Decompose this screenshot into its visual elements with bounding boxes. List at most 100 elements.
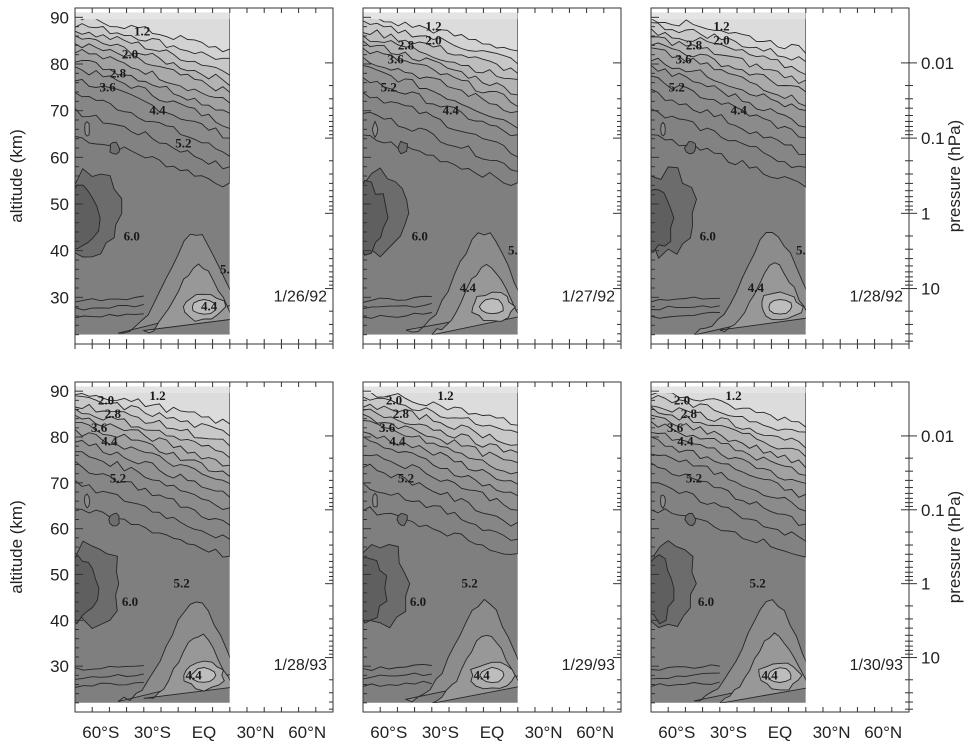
contour-label: 5.2: [174, 576, 190, 591]
panel-1-data: 1.2 2.0 2.83.6 4.4 5.2 6.0 5.2 4.4: [75, 12, 236, 335]
contour-label: 4.4: [186, 667, 203, 682]
contour-band: [651, 386, 806, 393]
p-tick-label: 1: [921, 204, 930, 223]
x-tick-label: 30°N: [525, 723, 563, 742]
panel-2-data: 1.22.0 2.83.6 5.2 4.4 6.0 5.2 4.4: [363, 12, 524, 335]
contour-label: 4.4: [731, 103, 748, 118]
contour-line: [651, 672, 720, 680]
panel-5-data: 2.0 1.22.83.64.45.26.05.24.4: [363, 386, 518, 703]
contour-feature: [83, 493, 91, 509]
panel-6: 2.0 1.22.83.64.45.26.05.24.460°S 30°S EQ 30°…: [650, 381, 954, 742]
contour-label: 3.6: [100, 79, 117, 94]
panel-6-data: 2.0 1.22.83.64.45.26.05.24.4: [651, 386, 806, 703]
contour-min: [191, 299, 216, 315]
contour-label: 3.6: [388, 51, 405, 66]
contour-min: [767, 667, 792, 683]
contour-line: [363, 312, 432, 319]
x-tick-label: EQ: [192, 723, 217, 742]
p-tick-label: 0.1: [921, 129, 945, 148]
contour-label: 5.2: [669, 79, 685, 94]
contour-label: 2.8: [398, 37, 415, 52]
contour-line: [363, 302, 432, 310]
contour-label: 5.2: [110, 470, 126, 485]
contour-line: [75, 665, 144, 671]
contour-line: [75, 673, 144, 680]
contour-label: 5.2: [686, 470, 702, 485]
contour-feature: [683, 141, 697, 155]
contour-label: 1.2: [713, 19, 729, 34]
contour-dark-core: [363, 179, 389, 256]
contour-label: 3.6: [676, 51, 693, 66]
contour-dark-core: [363, 556, 388, 624]
contour-label: 4.4: [201, 299, 218, 314]
contour-line: [651, 664, 720, 671]
contour-band: [363, 12, 518, 20]
y-axis-label-altitude: altitude (km): [7, 500, 26, 594]
contour-label: 4.4: [762, 667, 779, 682]
x-tick-label: 30°N: [813, 723, 851, 742]
contour-band: [651, 386, 806, 428]
x-tick-label: 60°S: [370, 723, 407, 742]
contour-label: 6.0: [700, 229, 716, 244]
panel-2: 1.22.0 2.83.6 5.2 4.4 6.0 5.2 4.4 1/27/92: [362, 7, 622, 349]
contour-label: 6.0: [412, 229, 428, 244]
y-axis-label-pressure: pressure (hPa): [945, 120, 964, 232]
y-tick-label: 70: [50, 102, 69, 121]
contour-feature: [372, 492, 378, 508]
contour-dark-core: [75, 184, 101, 250]
p-tick-label: 10: [921, 280, 940, 299]
panel-date: 1/28/93: [274, 657, 327, 674]
y-tick-label: 40: [50, 242, 69, 261]
panel-date: 1/28/92: [850, 288, 903, 305]
contour-band: [75, 386, 230, 393]
contour-label: 5.2: [381, 79, 397, 94]
contour-feature: [660, 494, 666, 510]
y-tick-label: 30: [50, 288, 69, 307]
p-tick-label: 0.1: [921, 501, 945, 520]
contour-line: [651, 305, 720, 311]
contour-feature: [108, 512, 120, 527]
contour-line: [75, 295, 144, 303]
y-tick-label: 50: [50, 566, 69, 585]
contour-label: 3.6: [91, 420, 108, 435]
y-tick-label: 90: [50, 8, 69, 27]
contour-feature: [660, 121, 666, 137]
contour-min: [479, 666, 505, 684]
y-tick-label: 70: [50, 474, 69, 493]
contour-label: 5.2: [220, 261, 236, 276]
contour-line: [363, 672, 432, 680]
contour-label: 2.0: [674, 392, 690, 407]
contour-label: 2.8: [686, 37, 703, 52]
contour-label: 2.0: [425, 33, 441, 48]
x-tick-label: 60°N: [576, 723, 614, 742]
contour-label: 3.6: [667, 420, 684, 435]
contour-label: 3.6: [379, 420, 396, 435]
x-tick-label: 60°N: [288, 723, 326, 742]
contour-label: 6.0: [698, 594, 714, 609]
x-tick-label: 30°S: [422, 723, 459, 742]
contour-label: 4.4: [748, 280, 765, 295]
contour-line: [363, 680, 432, 687]
x-tick-label: 60°N: [864, 723, 902, 742]
x-tick-label: EQ: [480, 723, 505, 742]
contour-label: 5.2: [508, 243, 524, 258]
contour-line: [75, 313, 144, 319]
panel-3: 1.22.0 2.83.6 5.2 4.4 6.0 5.2 4.4 0.01 0.1 1 10 1/2…: [650, 7, 954, 349]
y-tick-label: 40: [50, 611, 69, 630]
contour-band: [651, 12, 806, 20]
panel-1: 1.2 2.0 2.83.6 4.4 5.2 6.0 5.2 4.4 30 40 50 60 70 80 9…: [50, 7, 334, 349]
contour-feature: [84, 121, 90, 137]
contour-label: 2.8: [681, 406, 698, 421]
panel-date: 1/30/93: [850, 657, 903, 674]
contour-label: 1.2: [134, 23, 150, 38]
panel-3-data: 1.22.0 2.83.6 5.2 4.4 6.0 5.2 4.4: [651, 12, 806, 335]
contour-label: 4.4: [443, 103, 460, 118]
contour-label: 1.2: [437, 388, 453, 403]
contour-label: 4.4: [474, 667, 491, 682]
y-tick-label: 60: [50, 520, 69, 539]
contour-label: 5.2: [750, 576, 766, 591]
contour-min: [190, 667, 217, 683]
contour-label: 4.4: [677, 434, 694, 449]
y-tick-label: 80: [50, 55, 69, 74]
